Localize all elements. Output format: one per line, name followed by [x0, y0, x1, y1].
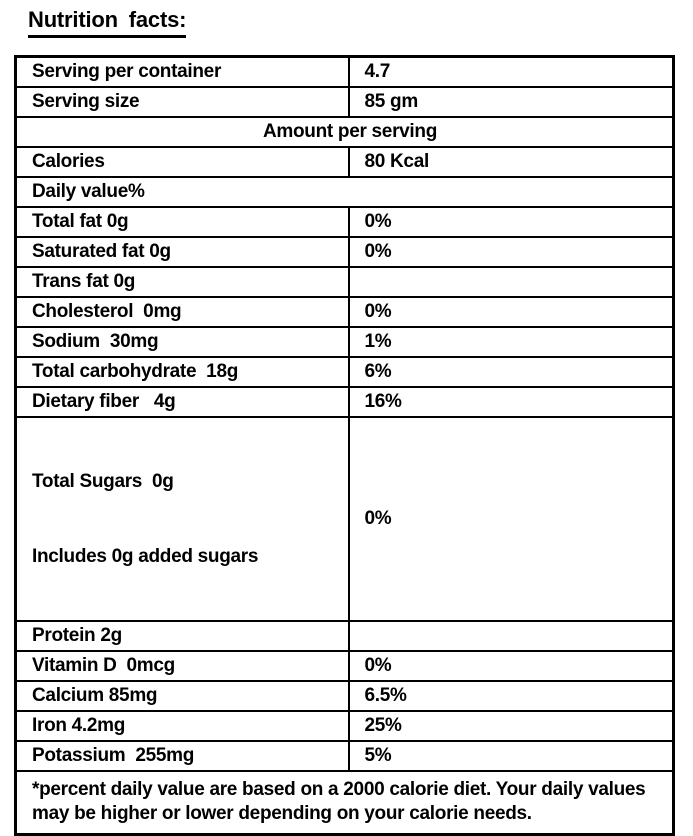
row-label: Sodium 30mg	[14, 326, 350, 358]
row-value: 85 gm	[347, 86, 675, 118]
row-value: 0%	[347, 650, 675, 682]
row-value: 6%	[347, 356, 675, 388]
row-value	[347, 266, 675, 298]
row-label: Cholesterol 0mg	[14, 296, 350, 328]
row-value: 25%	[347, 710, 675, 742]
row-label: Total fat 0g	[14, 206, 350, 238]
section-header: Amount per serving	[14, 116, 675, 148]
table-row-daily-value-header: Daily value%	[14, 176, 675, 208]
table-row-dietary-fiber: Dietary fiber 4g 16%	[14, 386, 675, 418]
row-label: Total carbohydrate 18g	[14, 356, 350, 388]
row-label: Total Sugars 0g Includes 0g added sugars	[14, 416, 350, 622]
row-value: 6.5%	[347, 680, 675, 712]
table-row-calcium: Calcium 85mg 6.5%	[14, 680, 675, 712]
added-sugars-line: Includes 0g added sugars	[32, 546, 259, 567]
row-value: 0%	[347, 416, 675, 622]
row-value: 0%	[347, 236, 675, 268]
table-row-total-carbohydrate: Total carbohydrate 18g 6%	[14, 356, 675, 388]
table-row-calories: Calories 80 Kcal	[14, 146, 675, 178]
row-value: 80 Kcal	[347, 146, 675, 178]
table-row-potassium: Potassium 255mg 5%	[14, 740, 675, 772]
table-row-cholesterol: Cholesterol 0mg 0%	[14, 296, 675, 328]
table-row-amount-per-serving-header: Amount per serving	[14, 116, 675, 148]
row-label: Trans fat 0g	[14, 266, 350, 298]
table-row-serving-size: Serving size 85 gm	[14, 86, 675, 118]
row-value	[347, 620, 675, 652]
row-label: Serving per container	[14, 55, 350, 88]
row-value: 5%	[347, 740, 675, 772]
table-row-total-fat: Total fat 0g 0%	[14, 206, 675, 238]
row-value: 1%	[347, 326, 675, 358]
row-label: Serving size	[14, 86, 350, 118]
nutrition-facts-table: Serving per container 4.7 Serving size 8…	[14, 55, 675, 836]
table-row-trans-fat: Trans fat 0g	[14, 266, 675, 298]
section-header: Daily value%	[14, 176, 675, 208]
table-row-vitamin-d: Vitamin D 0mcg 0%	[14, 650, 675, 682]
row-value: 0%	[347, 296, 675, 328]
page-title: Nutrition facts:	[28, 6, 186, 38]
table-row-protein: Protein 2g	[14, 620, 675, 652]
total-sugars-line: Total Sugars 0g	[32, 471, 174, 492]
table-row-total-sugars: Total Sugars 0g Includes 0g added sugars…	[14, 416, 675, 622]
row-label: Saturated fat 0g	[14, 236, 350, 268]
table-row-footnote: *percent daily value are based on a 2000…	[14, 770, 675, 835]
row-label: Dietary fiber 4g	[14, 386, 350, 418]
table-row-sodium: Sodium 30mg 1%	[14, 326, 675, 358]
row-label: Protein 2g	[14, 620, 350, 652]
daily-value-footnote: *percent daily value are based on a 2000…	[14, 770, 675, 835]
row-label: Calcium 85mg	[14, 680, 350, 712]
table-row-iron: Iron 4.2mg 25%	[14, 710, 675, 742]
row-label: Vitamin D 0mcg	[14, 650, 350, 682]
row-label: Calories	[14, 146, 350, 178]
row-value: 16%	[347, 386, 675, 418]
table-row-serving-per-container: Serving per container 4.7	[14, 55, 675, 88]
table-row-saturated-fat: Saturated fat 0g 0%	[14, 236, 675, 268]
row-label: Iron 4.2mg	[14, 710, 350, 742]
row-value: 4.7	[347, 55, 675, 88]
row-value: 0%	[347, 206, 675, 238]
row-label: Potassium 255mg	[14, 740, 350, 772]
